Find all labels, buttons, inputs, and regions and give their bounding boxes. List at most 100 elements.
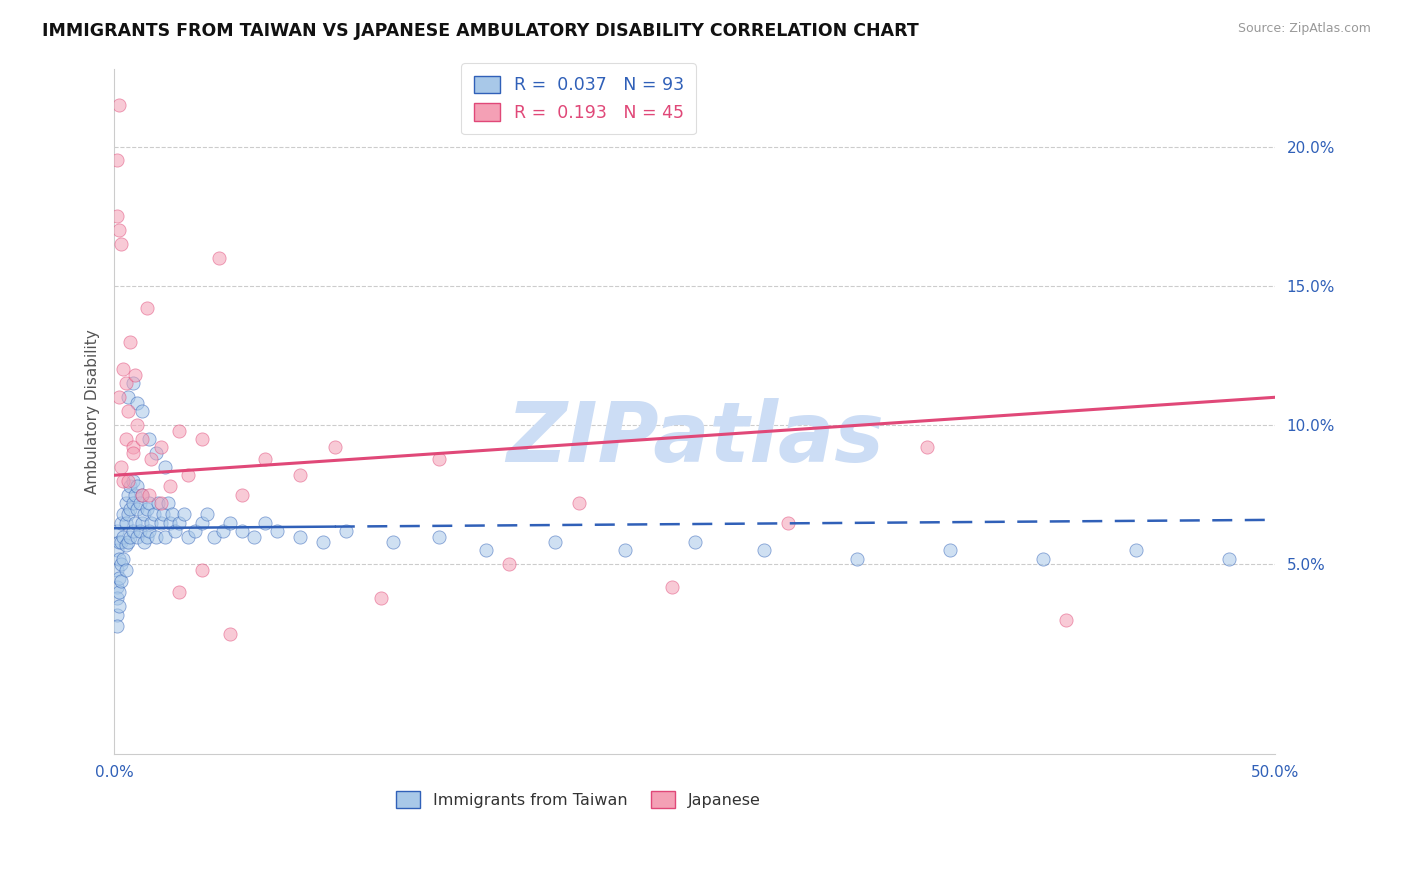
- Point: [231, 488, 253, 502]
- Point: [110, 237, 132, 252]
- Point: [128, 524, 150, 538]
- Point: [131, 432, 153, 446]
- Point: [114, 563, 136, 577]
- Point: [105, 153, 128, 168]
- Point: [191, 516, 214, 530]
- Point: [323, 441, 346, 455]
- Point: [105, 591, 128, 605]
- Point: [138, 524, 160, 538]
- Point: [167, 424, 190, 438]
- Point: [105, 618, 128, 632]
- Point: [498, 558, 520, 572]
- Point: [114, 516, 136, 530]
- Point: [163, 524, 186, 538]
- Point: [266, 524, 288, 538]
- Point: [427, 530, 450, 544]
- Point: [120, 501, 142, 516]
- Point: [135, 301, 157, 315]
- Point: [177, 530, 200, 544]
- Y-axis label: Ambulatory Disability: Ambulatory Disability: [86, 329, 100, 493]
- Point: [124, 516, 146, 530]
- Point: [105, 543, 128, 558]
- Point: [124, 488, 146, 502]
- Point: [254, 451, 277, 466]
- Point: [155, 459, 177, 474]
- Point: [117, 404, 139, 418]
- Point: [121, 376, 143, 391]
- Point: [108, 97, 131, 112]
- Point: [167, 516, 190, 530]
- Point: [544, 535, 567, 549]
- Point: [124, 368, 146, 382]
- Point: [108, 535, 131, 549]
- Point: [117, 508, 139, 522]
- Point: [127, 396, 149, 410]
- Text: ZIPatlas: ZIPatlas: [506, 398, 883, 479]
- Point: [754, 543, 776, 558]
- Point: [131, 404, 153, 418]
- Point: [184, 524, 207, 538]
- Point: [120, 530, 142, 544]
- Point: [149, 496, 172, 510]
- Point: [112, 508, 135, 522]
- Point: [117, 488, 139, 502]
- Point: [110, 558, 132, 572]
- Point: [142, 508, 165, 522]
- Legend: Immigrants from Taiwan, Japanese: Immigrants from Taiwan, Japanese: [389, 785, 768, 814]
- Point: [110, 459, 132, 474]
- Point: [134, 508, 156, 522]
- Point: [114, 538, 136, 552]
- Point: [254, 516, 277, 530]
- Point: [219, 627, 242, 641]
- Point: [110, 516, 132, 530]
- Point: [1032, 552, 1054, 566]
- Point: [138, 432, 160, 446]
- Point: [370, 591, 392, 605]
- Point: [108, 571, 131, 585]
- Point: [121, 474, 143, 488]
- Point: [105, 607, 128, 622]
- Point: [141, 451, 163, 466]
- Point: [117, 535, 139, 549]
- Point: [117, 474, 139, 488]
- Point: [114, 376, 136, 391]
- Point: [212, 524, 235, 538]
- Point: [127, 479, 149, 493]
- Point: [149, 441, 172, 455]
- Point: [159, 479, 181, 493]
- Point: [191, 563, 214, 577]
- Point: [148, 496, 170, 510]
- Point: [105, 209, 128, 223]
- Point: [131, 488, 153, 502]
- Point: [141, 516, 163, 530]
- Point: [112, 474, 135, 488]
- Point: [195, 508, 218, 522]
- Point: [112, 552, 135, 566]
- Point: [112, 362, 135, 376]
- Point: [312, 535, 335, 549]
- Point: [135, 530, 157, 544]
- Point: [152, 508, 174, 522]
- Point: [208, 251, 231, 265]
- Point: [120, 479, 142, 493]
- Point: [155, 530, 177, 544]
- Point: [127, 530, 149, 544]
- Point: [776, 516, 799, 530]
- Point: [110, 535, 132, 549]
- Point: [138, 488, 160, 502]
- Point: [135, 501, 157, 516]
- Point: [105, 580, 128, 594]
- Point: [1218, 552, 1240, 566]
- Point: [173, 508, 195, 522]
- Point: [127, 418, 149, 433]
- Point: [134, 535, 156, 549]
- Point: [120, 334, 142, 349]
- Point: [474, 543, 496, 558]
- Point: [138, 496, 160, 510]
- Point: [108, 552, 131, 566]
- Point: [614, 543, 637, 558]
- Point: [121, 496, 143, 510]
- Point: [121, 524, 143, 538]
- Point: [915, 441, 938, 455]
- Point: [231, 524, 253, 538]
